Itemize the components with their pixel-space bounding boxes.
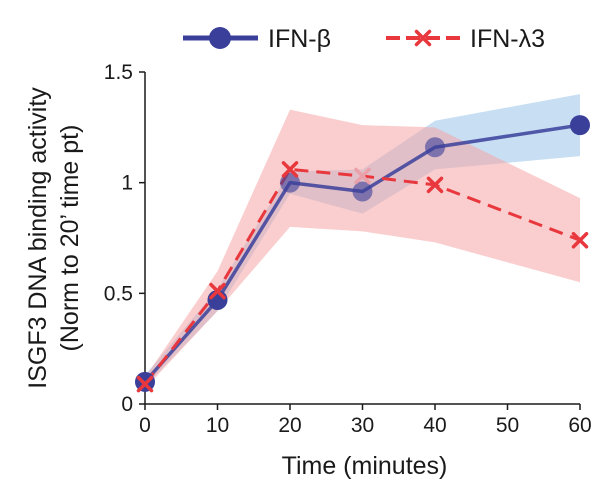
- x-tick-label: 0: [139, 414, 151, 437]
- marker-series-2: [281, 161, 299, 178]
- series-line-1: [143, 123, 581, 384]
- marker-series-2: [136, 375, 154, 393]
- y-tick-label: 1: [121, 172, 133, 195]
- x-marker-stroke: [281, 161, 299, 178]
- x-axis-title: Time (minutes): [282, 452, 448, 480]
- confidence-bands: [145, 94, 580, 389]
- y-axis-title-line-1: ISGF3 DNA binding activity: [24, 87, 52, 389]
- x-marker-stroke: [354, 167, 371, 185]
- legend-label-series-1: IFN-β: [268, 25, 331, 53]
- series-line-2: [143, 167, 581, 386]
- x-tick-label: 50: [496, 414, 519, 437]
- marker-series-2: [209, 282, 226, 300]
- x-marker-stroke: [571, 231, 589, 249]
- legend: IFN-β IFN-λ3: [183, 25, 545, 53]
- marker-series-1: [352, 181, 373, 202]
- band-series-1: [145, 94, 580, 387]
- marker-series-2: [354, 167, 371, 185]
- tick-labels: 0 10 20 30 40 50 60 0 0.5 1 1.5: [104, 61, 592, 437]
- x-marker-stroke: [414, 29, 432, 47]
- marker-series-1: [280, 172, 300, 193]
- series-markers: [135, 115, 590, 393]
- band-series-2: [145, 109, 580, 389]
- x-tick-label: 30: [351, 414, 374, 437]
- marker-series-2: [571, 231, 589, 249]
- x-tick-label: 20: [278, 414, 301, 437]
- legend-label-series-2: IFN-λ3: [470, 25, 545, 53]
- y-tick-label: 0: [121, 393, 133, 416]
- marker-series-1: [425, 137, 445, 158]
- y-tick-label: 0.5: [104, 282, 133, 305]
- marker-series-1: [570, 115, 590, 136]
- x-tick-label: 60: [568, 414, 591, 437]
- series-lines: [143, 123, 581, 386]
- x-tick-label: 10: [206, 414, 229, 437]
- marker-series-2: [426, 176, 444, 194]
- y-axis-title-line-2: (Norm to 20’ time pt): [56, 125, 84, 352]
- x-tick-label: 40: [423, 414, 446, 437]
- x-marker-stroke: [209, 282, 226, 300]
- y-tick-label: 1.5: [104, 61, 133, 84]
- legend-marker-series-1: [209, 27, 231, 49]
- axis-labels: Time (minutes) ISGF3 DNA binding activity…: [24, 87, 447, 480]
- x-marker-stroke: [426, 176, 444, 194]
- x-marker-stroke: [136, 375, 154, 393]
- legend-marker-series-2: [414, 29, 432, 47]
- axes: [139, 71, 581, 410]
